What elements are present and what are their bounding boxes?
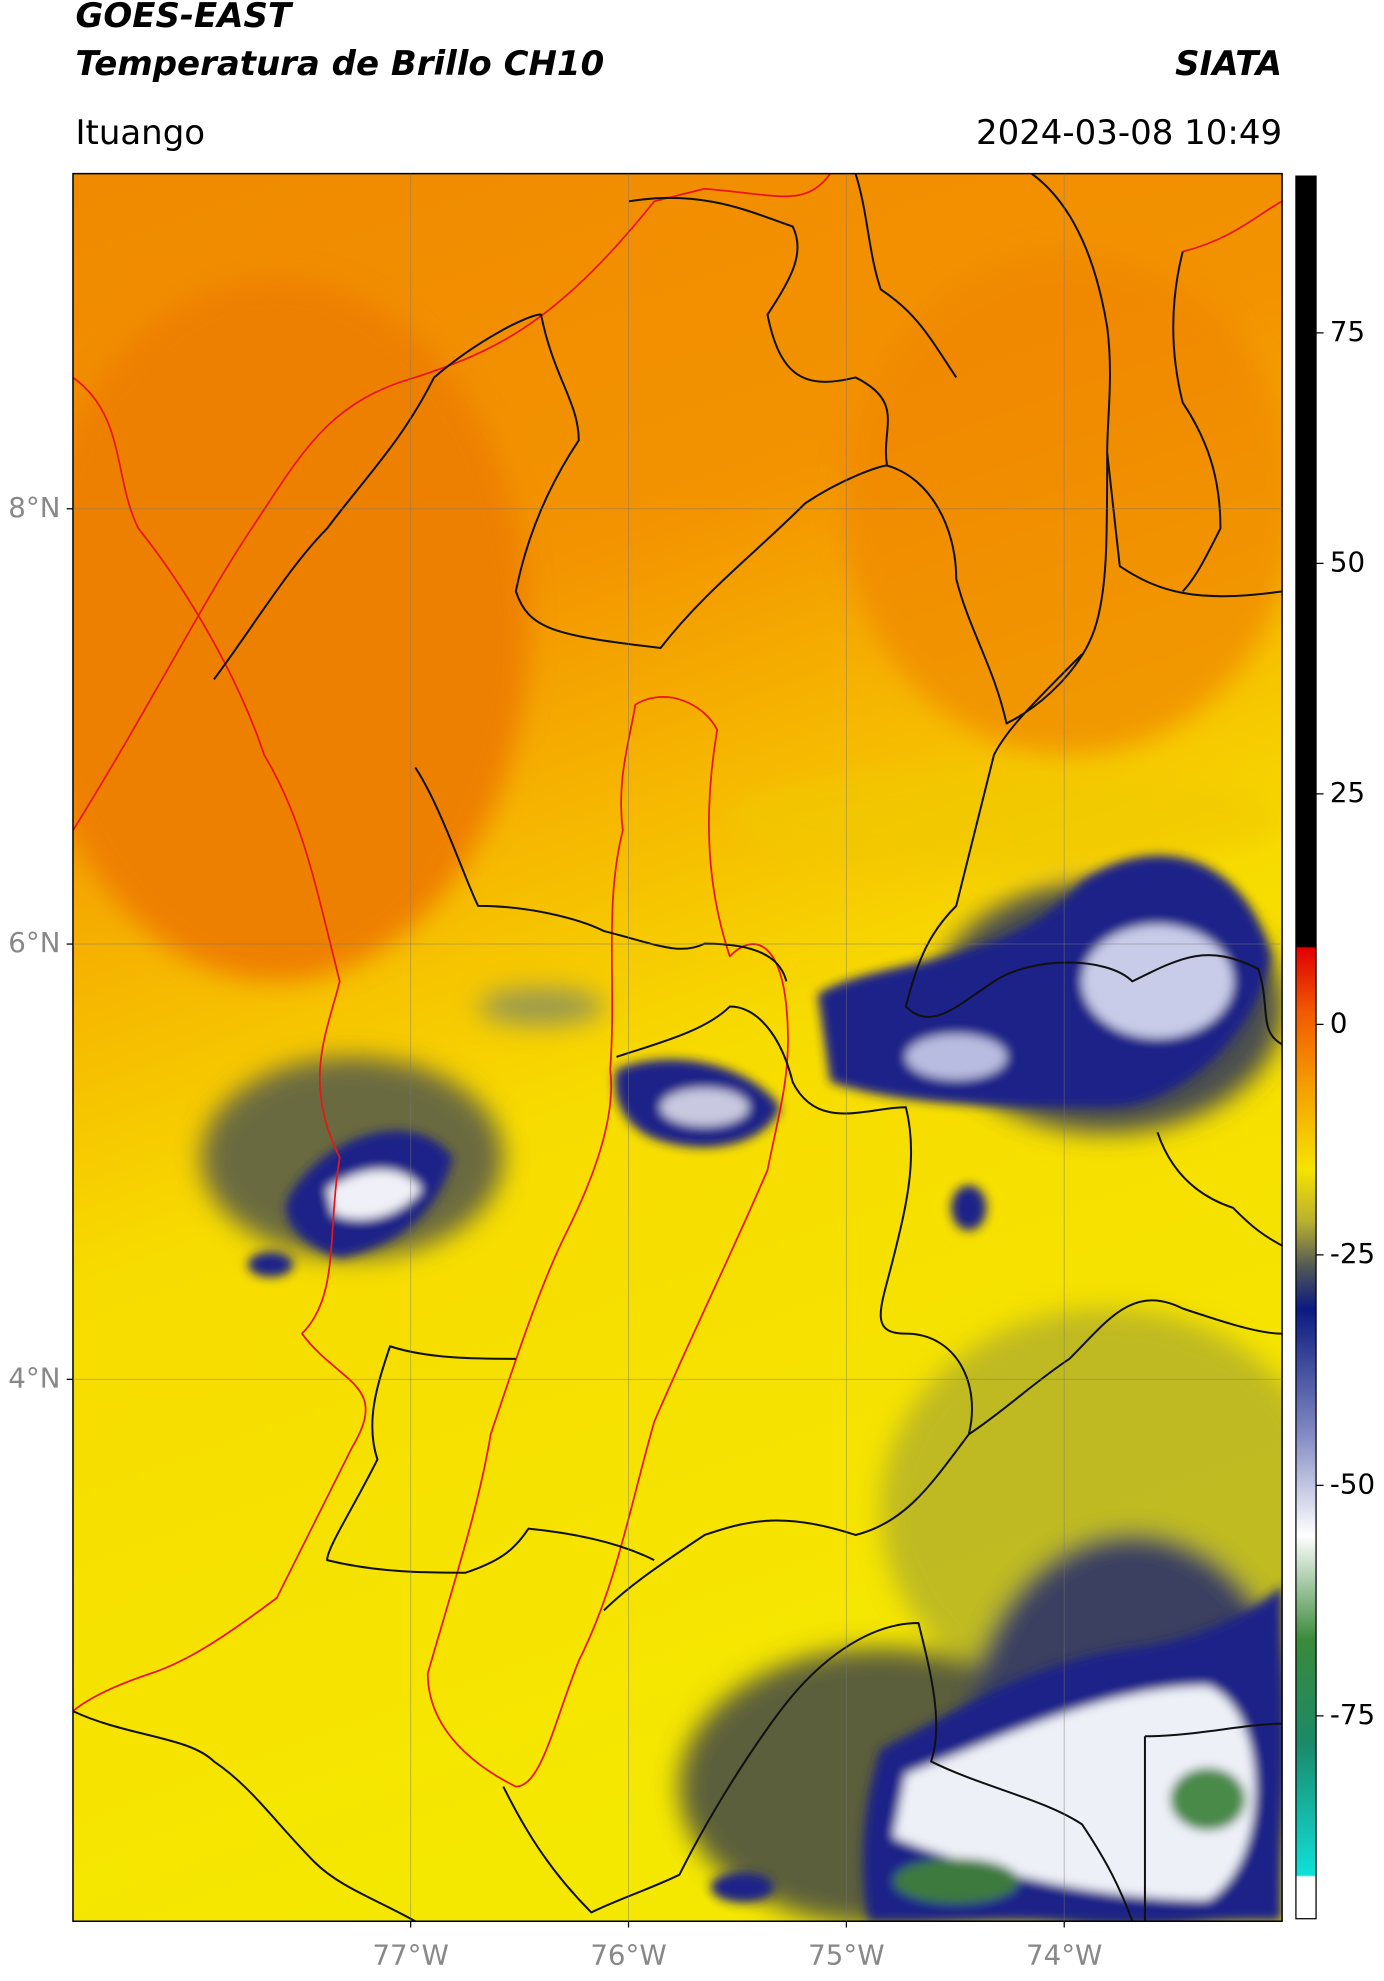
- credit: SIATA: [1175, 44, 1282, 84]
- location: Ituango: [75, 113, 205, 153]
- subtitle: Temperatura de Brillo CH10: [75, 44, 604, 84]
- colorbar: [1295, 175, 1317, 1920]
- plot-frame: [72, 172, 1283, 1922]
- y-tick-label: 8°N: [8, 491, 60, 524]
- title: GOES-EAST: [75, 0, 293, 36]
- colorbar-label: 0: [1330, 1006, 1348, 1039]
- colorbar-label: -25: [1330, 1237, 1375, 1270]
- x-tick-label: 76°W: [590, 1938, 666, 1971]
- x-tick-label: 75°W: [808, 1938, 884, 1971]
- timestamp: 2024-03-08 10:49: [976, 113, 1282, 153]
- colorbar-label: 25: [1330, 776, 1365, 809]
- y-tick-label: 6°N: [8, 926, 60, 959]
- x-tick-label: 74°W: [1026, 1938, 1102, 1971]
- colorbar-label: -75: [1330, 1698, 1375, 1731]
- colorbar-label: -50: [1330, 1467, 1375, 1500]
- y-tick-label: 4°N: [8, 1361, 60, 1394]
- satellite-image: [72, 173, 1283, 1922]
- x-tick-label: 77°W: [372, 1938, 448, 1971]
- boundaries: [72, 173, 1283, 1922]
- colorbar-label: 50: [1330, 545, 1365, 578]
- colorbar-label: 75: [1330, 315, 1365, 348]
